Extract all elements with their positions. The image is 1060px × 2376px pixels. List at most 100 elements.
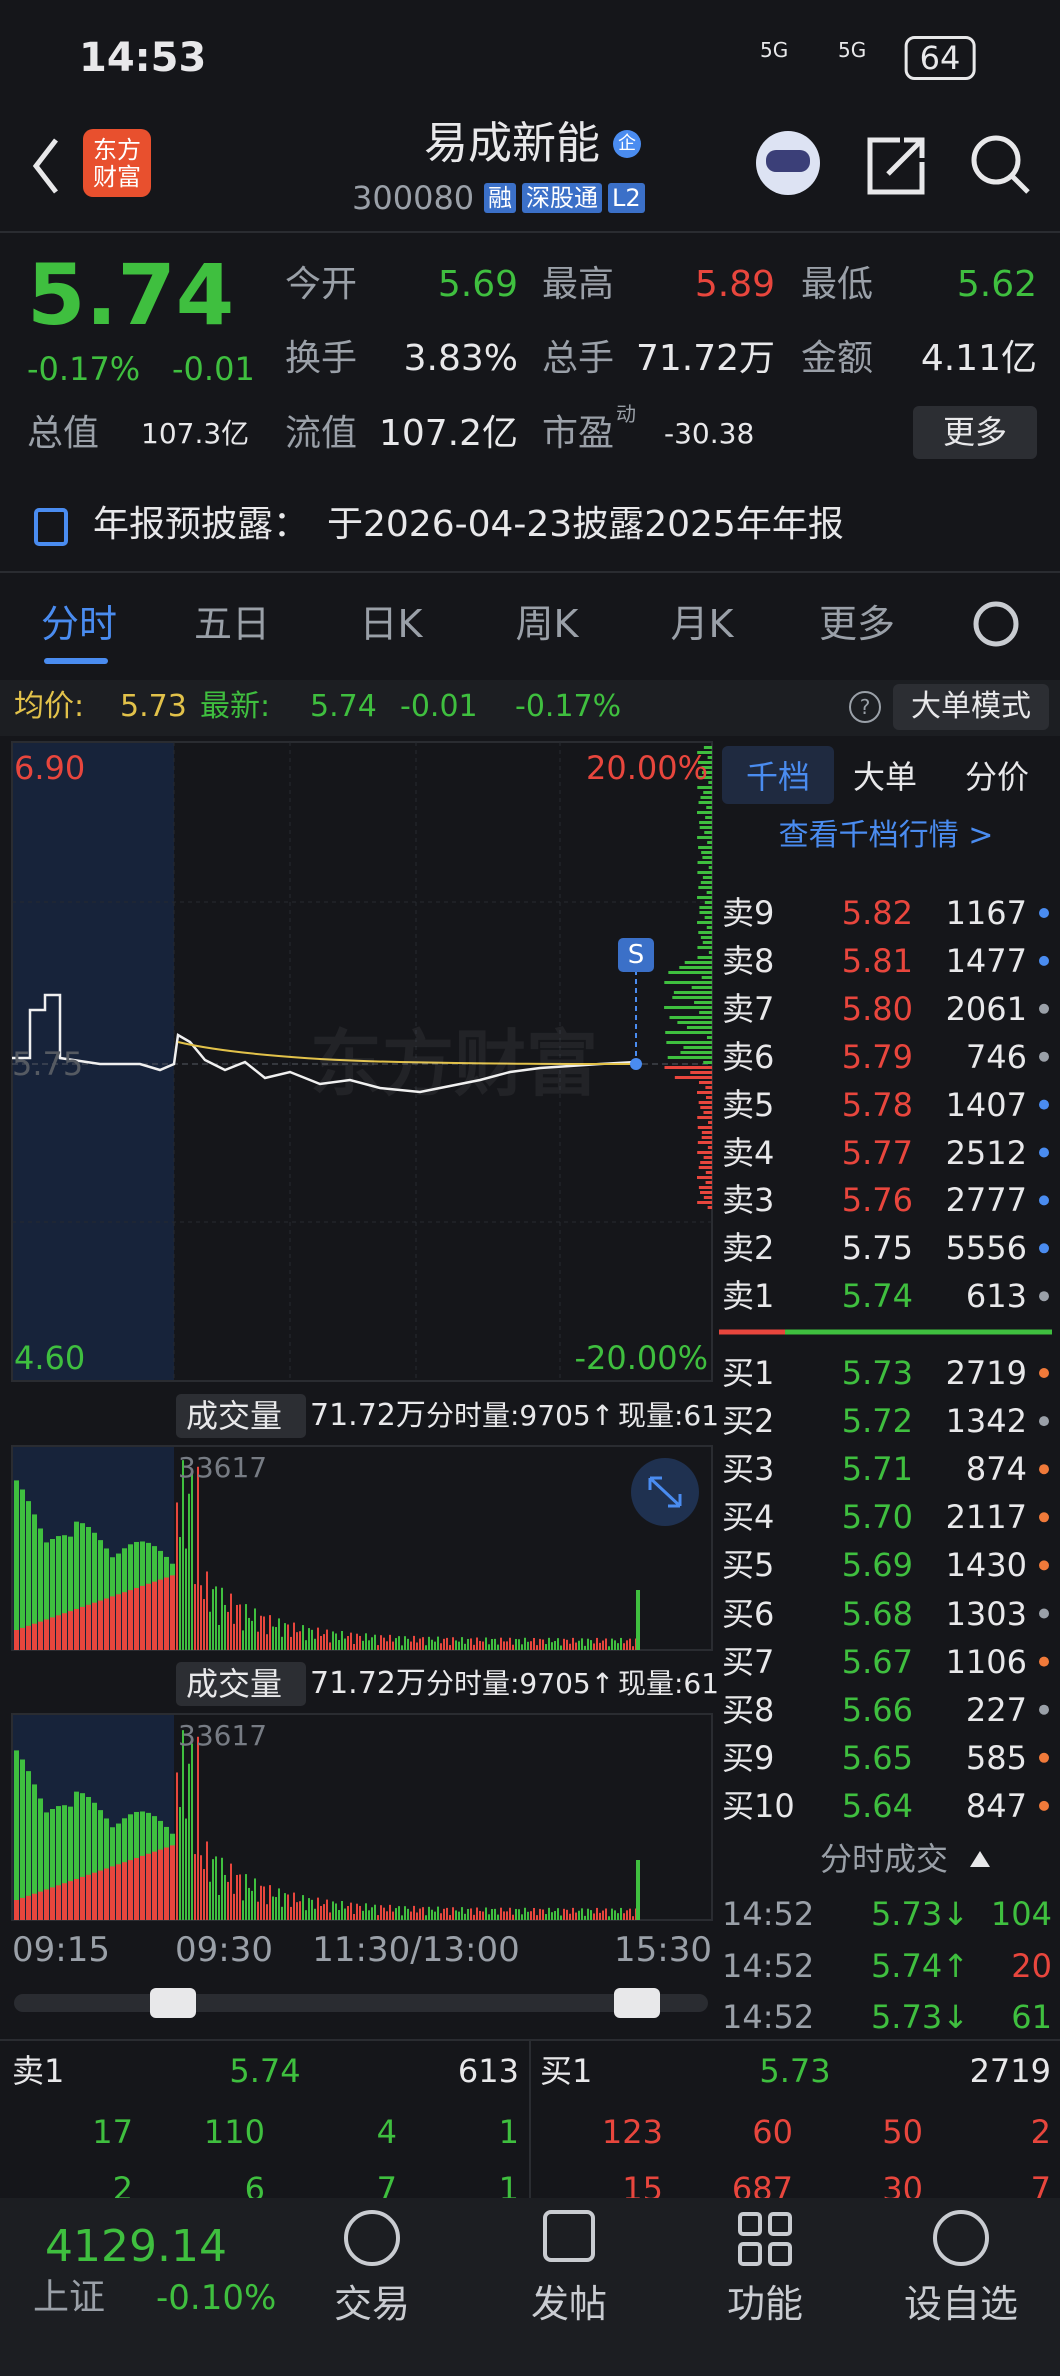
change: -0.01	[400, 689, 478, 724]
depth-bar	[701, 851, 712, 854]
depth-bar	[707, 1206, 712, 1209]
book-label: 买2	[722, 1402, 775, 1441]
volume-bar	[410, 1641, 412, 1650]
volume-bar	[80, 1876, 85, 1920]
volume-bar	[356, 1633, 358, 1650]
expand-icon	[648, 1476, 682, 1508]
index-value[interactable]: 4129.14	[45, 2221, 227, 2272]
volume-bar	[464, 1643, 466, 1650]
volume-bar	[212, 1859, 214, 1920]
more-button[interactable]: 更多	[942, 413, 1008, 451]
volume-bar	[479, 1910, 481, 1920]
volume-bar	[116, 1864, 121, 1920]
nav-item[interactable]: 功能	[726, 2282, 804, 2326]
tab[interactable]: 月K	[670, 602, 734, 646]
nav-icon[interactable]	[344, 2210, 400, 2266]
settings-icon[interactable]	[973, 601, 1019, 647]
depth-cell: 2	[112, 2170, 133, 2208]
mode-button[interactable]: 大单模式	[911, 689, 1031, 724]
volume-bar	[416, 1642, 418, 1650]
depth-bar	[706, 891, 712, 894]
tab[interactable]: 更多	[818, 602, 896, 646]
mode-button[interactable]	[893, 684, 1049, 730]
volume-bar	[362, 1640, 364, 1650]
tab[interactable]: 周K	[515, 602, 579, 646]
volume-bar	[251, 1620, 253, 1650]
tab[interactable]: 分时	[40, 602, 118, 646]
volume-bar	[458, 1911, 460, 1920]
book-dot	[1039, 1099, 1049, 1110]
nav-item[interactable]: 发帖	[530, 2282, 608, 2326]
price-line	[12, 993, 637, 1094]
share-icon[interactable]	[867, 137, 925, 195]
volume-bar	[269, 1885, 271, 1920]
book-tab[interactable]: 分价	[964, 758, 1030, 796]
slider-handle[interactable]	[150, 1988, 196, 2018]
robot-eyes	[766, 150, 810, 172]
help-icon[interactable]	[849, 691, 881, 723]
nav-item[interactable]: 设自选	[903, 2282, 1019, 2326]
volume-bar	[398, 1906, 400, 1920]
stock-code: 300080	[352, 179, 475, 217]
volume-bar	[56, 1806, 61, 1920]
volume-label[interactable]: 成交量	[186, 1665, 283, 1703]
book-tab-active[interactable]	[722, 746, 834, 804]
book-price: 5.82	[841, 894, 913, 932]
book-volume: 5556	[945, 1229, 1027, 1268]
volume-bar	[521, 1644, 523, 1650]
depth-bar	[700, 1191, 712, 1194]
book-volume: 2117	[945, 1498, 1027, 1537]
nav-icon[interactable]	[738, 2212, 792, 2266]
volume-bar	[20, 1627, 25, 1650]
volume-bar	[443, 1908, 445, 1920]
volume-bar	[305, 1910, 307, 1920]
nav-item[interactable]: 交易	[333, 2282, 411, 2326]
volume-bar	[305, 1640, 307, 1650]
signal[interactable]: S	[627, 940, 645, 970]
volume-bar	[362, 1910, 364, 1920]
volume-bar	[239, 1604, 241, 1650]
volume-bar	[491, 1908, 493, 1920]
book-price: 5.80	[841, 989, 913, 1028]
nav-icon[interactable]	[543, 2210, 595, 2262]
volume-bar	[62, 1883, 67, 1920]
volume-label[interactable]: 成交量	[186, 1397, 283, 1435]
nav-icon[interactable]	[933, 2210, 989, 2266]
book-link[interactable]: 查看千档行情 >	[778, 818, 994, 853]
slider-handle[interactable]	[614, 1988, 660, 2018]
slider-track[interactable]	[14, 1994, 708, 2012]
book-dot	[1039, 1800, 1049, 1811]
premarket-area	[12, 742, 174, 1381]
book-tab[interactable]: 大单	[852, 758, 918, 796]
book-label: 买6	[722, 1594, 775, 1633]
back-icon[interactable]	[32, 138, 58, 194]
volume-bar	[86, 1874, 91, 1920]
volume-bar	[518, 1639, 520, 1650]
tab[interactable]: 五日	[193, 602, 271, 646]
book-tab[interactable]: 千档	[745, 758, 811, 796]
book-volume: 847	[965, 1786, 1027, 1825]
tab[interactable]: 日K	[359, 602, 423, 646]
depth-bar	[698, 801, 712, 804]
signal-badge[interactable]	[618, 938, 654, 972]
stock-name: 易成新能	[424, 118, 600, 169]
depth-bar	[697, 836, 712, 839]
volume-bar	[302, 1895, 304, 1920]
depth-bar	[699, 911, 712, 914]
book-label: 卖2	[722, 1229, 775, 1268]
depth-bar	[704, 831, 712, 834]
depth-label: 卖1	[12, 2052, 65, 2090]
volume-bar	[179, 1537, 181, 1650]
book-volume: 585	[965, 1738, 1027, 1777]
book-dot	[1039, 1291, 1049, 1302]
volume-bar	[164, 1577, 169, 1650]
volume-bar	[323, 1634, 325, 1650]
book-dot	[1039, 1704, 1049, 1715]
volume-header-bg	[176, 1662, 306, 1706]
more-button[interactable]	[913, 406, 1037, 459]
volume-bar	[485, 1907, 487, 1920]
help-icon: ?	[859, 695, 871, 719]
volume-bar	[230, 1593, 232, 1650]
search-icon[interactable]	[971, 135, 1021, 185]
field-label: 市盈	[542, 413, 615, 454]
